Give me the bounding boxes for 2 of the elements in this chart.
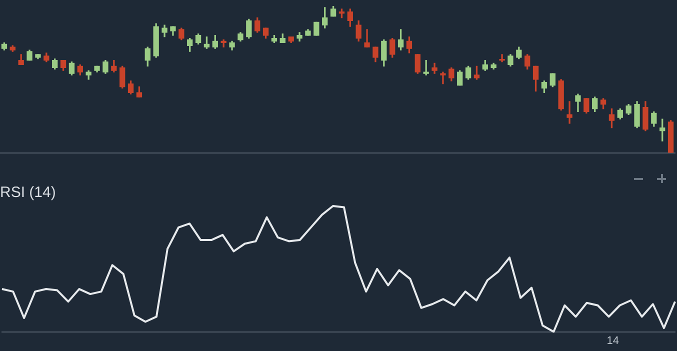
chart-title: RSI (14)	[0, 184, 56, 202]
text: 14	[606, 335, 619, 347]
